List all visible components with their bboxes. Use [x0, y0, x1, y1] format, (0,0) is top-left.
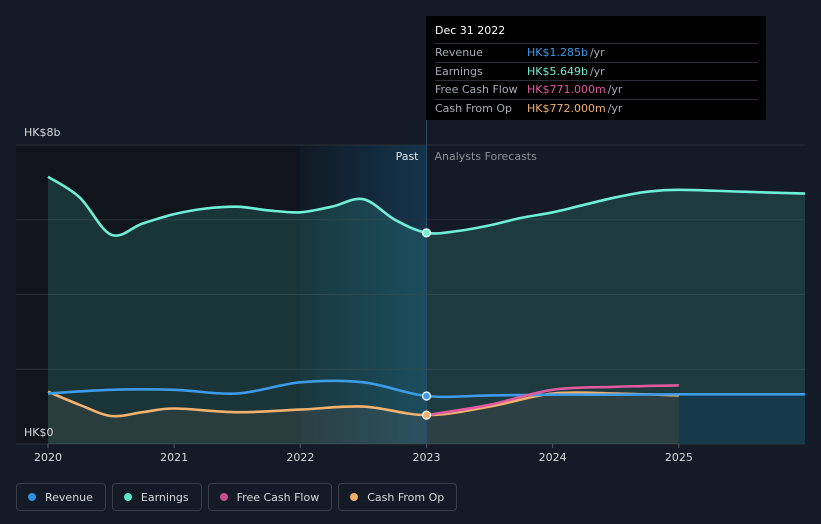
- legend-label: Revenue: [45, 490, 93, 504]
- tooltip-value: HK$5.649b: [527, 64, 588, 78]
- x-tick-label: 2025: [665, 451, 693, 464]
- x-tick-label: 2024: [539, 451, 567, 464]
- tooltip-value: HK$771.000m: [527, 83, 606, 97]
- legend-label: Earnings: [140, 490, 189, 504]
- tooltip-row-earnings: Earnings HK$5.649b /yr: [435, 61, 758, 81]
- earnings-highlight-point: [421, 228, 432, 238]
- legend-item-cash-from-op[interactable]: Cash From Op: [338, 483, 458, 511]
- cash-from-op-dot-icon: [350, 493, 359, 501]
- y-axis-top-label: HK$8b: [24, 126, 60, 139]
- tooltip-unit: /yr: [607, 83, 623, 97]
- gridlines: [16, 144, 805, 445]
- x-tick-label: 2021: [160, 451, 188, 464]
- free-cash-flow-dot-icon: [219, 493, 228, 501]
- legend-item-earnings[interactable]: Earnings: [111, 483, 202, 511]
- tooltip-unit: /yr: [589, 64, 605, 78]
- tooltip-value: HK$772.000m: [527, 101, 606, 115]
- tooltip-unit: /yr: [607, 101, 623, 115]
- cash-from-op-area: [48, 391, 679, 444]
- tooltip-unit: /yr: [589, 46, 605, 60]
- legend-label: Free Cash Flow: [236, 490, 320, 504]
- revenue-forecast-area: [678, 394, 805, 444]
- tooltip-label: Free Cash Flow: [435, 83, 518, 97]
- tooltip: Dec 31 2022 Revenue HK$1.285b /yr Earnin…: [426, 16, 766, 120]
- free-cash-flow-line: [426, 384, 679, 417]
- legend-label: Cash From Op: [367, 490, 445, 504]
- tooltip-label: Cash From Op: [435, 101, 513, 115]
- x-axis-ticks: 2020 2021 2022 2023 2024 2025: [34, 444, 693, 464]
- earnings-line: [47, 175, 806, 237]
- past-label: Past: [396, 150, 420, 163]
- revenue-highlight-point: [421, 391, 432, 401]
- tooltip-value: HK$1.285b: [527, 46, 588, 60]
- tooltip-row-cash-from-op: Cash From Op HK$772.000m /yr: [435, 98, 758, 118]
- tooltip-date: Dec 31 2022: [435, 24, 506, 37]
- forecast-label: Analysts Forecasts: [435, 150, 538, 163]
- tooltip-row-free-cash-flow: Free Cash Flow HK$771.000m /yr: [435, 80, 758, 99]
- tooltip-label: Earnings: [435, 64, 483, 78]
- legend: Revenue Earnings Free Cash Flow Cash Fro…: [16, 483, 458, 511]
- x-tick-label: 2023: [413, 451, 441, 464]
- tooltip-row-revenue: Revenue HK$1.285b /yr: [435, 43, 758, 62]
- revenue-dot-icon: [28, 493, 36, 501]
- y-axis-bottom-label: HK$0: [24, 426, 53, 439]
- highlight-points: [421, 228, 432, 420]
- x-tick-label: 2020: [34, 451, 62, 464]
- cash-from-op-highlight-point: [421, 410, 432, 420]
- x-tick-label: 2022: [286, 451, 314, 464]
- tooltip-label: Revenue: [435, 46, 483, 60]
- legend-item-free-cash-flow[interactable]: Free Cash Flow: [207, 483, 333, 511]
- earnings-dot-icon: [123, 493, 132, 501]
- legend-item-revenue[interactable]: Revenue: [16, 483, 106, 511]
